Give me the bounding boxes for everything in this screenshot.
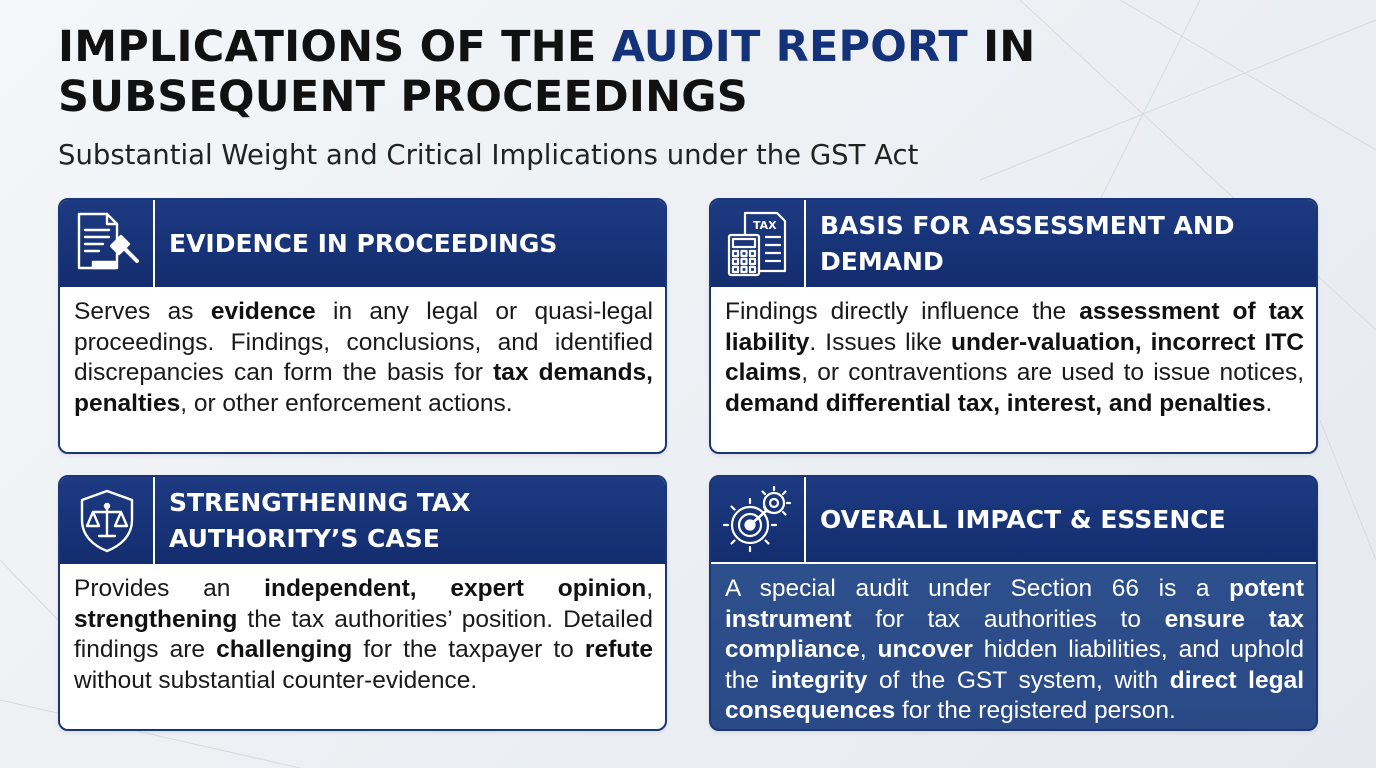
card-header: STRENGTHENING TAX AUTHORITY’S CASE [60, 477, 665, 564]
card-title: STRENGTHENING TAX AUTHORITY’S CASE [169, 487, 471, 553]
page-title-accent: AUDIT REPORT [611, 22, 968, 72]
card-body: A special audit under Section 66 is a po… [725, 575, 1304, 725]
emphasis-text: direct legal consequences [725, 666, 1304, 725]
emphasis-text: tax demands, penalties [74, 359, 653, 417]
card-strengthening-case: STRENGTHENING TAX AUTHORITY’S CASE Provi… [58, 475, 667, 731]
emphasis-text: integrity [770, 666, 868, 694]
emphasis-text: refute [584, 636, 653, 663]
emphasis-text: independent, expert opinion [264, 575, 647, 602]
card-body: Findings directly influence the assessme… [725, 298, 1304, 417]
emphasis-text: under-valuation, incorrect ITC claims [725, 328, 1304, 387]
emphasis-text: strengthening [74, 605, 238, 633]
emphasis-text: challenging [216, 636, 353, 663]
page-title: IMPLICATIONS OF THE AUDIT REPORT IN SUBS… [58, 22, 1036, 122]
emphasis-text: ensure tax compliance [725, 605, 1304, 664]
card-title: BASIS FOR ASSESSMENT AND DEMAND [820, 210, 1235, 276]
card-header: TAX BASIS FOR ASSESSMENT AND DEMAND [711, 200, 1316, 287]
card-title: OVERALL IMPACT & ESSENCE [820, 504, 1226, 534]
gears-target-icon [711, 477, 806, 562]
card-basis-for-assessment: TAX BASIS FOR ASSESSMENT AND DEMAND Find… [709, 198, 1318, 454]
emphasis-text: uncover [877, 636, 973, 663]
emphasis-text: demand differential tax, interest, and p… [725, 389, 1266, 417]
page-subtitle: Substantial Weight and Critical Implicat… [58, 139, 919, 171]
card-header: OVERALL IMPACT & ESSENCE [711, 477, 1316, 564]
card-body: Serves as evidence in any legal or quasi… [74, 298, 653, 417]
emphasis-text: evidence [210, 298, 316, 325]
tax-label: TAX [753, 219, 777, 232]
emphasis-text: assessment of tax liability [725, 298, 1304, 356]
tax-calculator-icon: TAX [711, 200, 806, 287]
document-gavel-icon [60, 200, 155, 287]
card-overall-impact: OVERALL IMPACT & ESSENCE A special audit… [709, 475, 1318, 731]
shield-scales-icon [60, 477, 155, 564]
card-body: Provides an independent, expert opinion,… [74, 575, 653, 694]
card-evidence-in-proceedings: EVIDENCE IN PROCEEDINGS Serves as eviden… [58, 198, 667, 454]
card-header: EVIDENCE IN PROCEEDINGS [60, 200, 665, 287]
card-title: EVIDENCE IN PROCEEDINGS [169, 228, 558, 258]
emphasis-text: potent instrument [725, 575, 1304, 633]
